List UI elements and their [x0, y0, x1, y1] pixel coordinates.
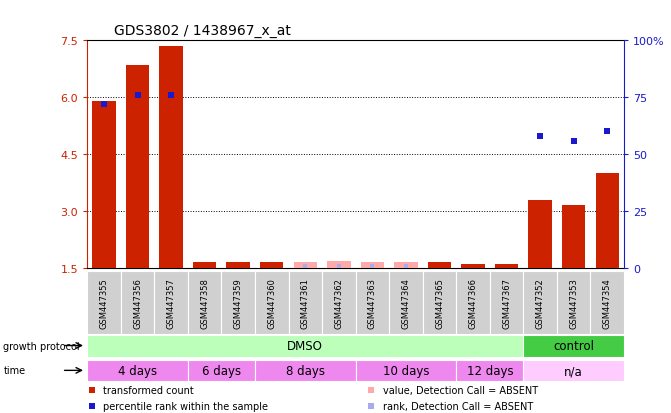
Bar	[255, 360, 356, 382]
Bar	[529, 200, 552, 268]
Text: growth protocol: growth protocol	[3, 341, 80, 351]
Text: GSM447363: GSM447363	[368, 278, 377, 329]
Text: GSM447357: GSM447357	[166, 278, 176, 328]
Text: rank, Detection Call = ABSENT: rank, Detection Call = ABSENT	[382, 401, 533, 411]
Text: GSM447353: GSM447353	[569, 278, 578, 328]
Text: DMSO: DMSO	[287, 339, 323, 352]
Bar	[227, 263, 250, 268]
Text: GSM447352: GSM447352	[535, 278, 545, 328]
Text: GSM447355: GSM447355	[99, 278, 109, 328]
Text: GSM447361: GSM447361	[301, 278, 310, 328]
Bar	[361, 263, 384, 268]
Text: control: control	[553, 339, 595, 352]
Text: 6 days: 6 days	[202, 364, 241, 377]
Text: GSM447364: GSM447364	[401, 278, 411, 328]
Bar	[289, 272, 322, 335]
Bar	[523, 272, 557, 335]
Text: 12 days: 12 days	[466, 364, 513, 377]
Bar	[456, 360, 523, 382]
Bar	[121, 272, 154, 335]
Bar	[557, 272, 590, 335]
Text: time: time	[3, 366, 25, 375]
Bar	[389, 272, 423, 335]
Text: GSM447358: GSM447358	[200, 278, 209, 328]
Text: GSM447367: GSM447367	[502, 278, 511, 329]
Bar	[87, 335, 523, 357]
Bar	[294, 263, 317, 268]
Bar	[188, 360, 255, 382]
Bar	[221, 272, 255, 335]
Bar	[327, 261, 351, 268]
Text: 10 days: 10 days	[382, 364, 429, 377]
Bar	[322, 272, 356, 335]
Text: transformed count: transformed count	[103, 385, 194, 395]
Bar	[356, 272, 389, 335]
Text: n/a: n/a	[564, 364, 583, 377]
Bar	[87, 360, 188, 382]
Text: 8 days: 8 days	[286, 364, 325, 377]
Bar	[395, 263, 417, 268]
Bar	[188, 272, 221, 335]
Text: GSM447354: GSM447354	[603, 278, 612, 328]
Bar	[523, 360, 624, 382]
Bar	[255, 272, 289, 335]
Bar	[428, 263, 451, 268]
Text: GSM447362: GSM447362	[334, 278, 344, 328]
Bar	[590, 272, 624, 335]
Text: GSM447356: GSM447356	[133, 278, 142, 328]
Bar	[596, 174, 619, 268]
Bar	[423, 272, 456, 335]
Text: GSM447359: GSM447359	[234, 278, 243, 328]
Bar	[562, 206, 586, 268]
Bar	[126, 66, 150, 268]
Bar	[87, 272, 121, 335]
Bar	[456, 272, 490, 335]
Text: GSM447366: GSM447366	[468, 278, 478, 329]
Text: 4 days: 4 days	[118, 364, 157, 377]
Bar	[260, 263, 284, 268]
Text: percentile rank within the sample: percentile rank within the sample	[103, 401, 268, 411]
Text: value, Detection Call = ABSENT: value, Detection Call = ABSENT	[382, 385, 538, 395]
Bar	[154, 272, 188, 335]
Bar	[160, 47, 183, 268]
Text: GSM447360: GSM447360	[267, 278, 276, 328]
Text: GDS3802 / 1438967_x_at: GDS3802 / 1438967_x_at	[114, 24, 291, 38]
Text: GSM447365: GSM447365	[435, 278, 444, 328]
Bar	[356, 360, 456, 382]
Bar	[462, 265, 484, 268]
Bar	[193, 263, 217, 268]
Bar	[93, 102, 116, 268]
Bar	[523, 335, 624, 357]
Bar	[490, 272, 523, 335]
Bar	[495, 265, 519, 268]
